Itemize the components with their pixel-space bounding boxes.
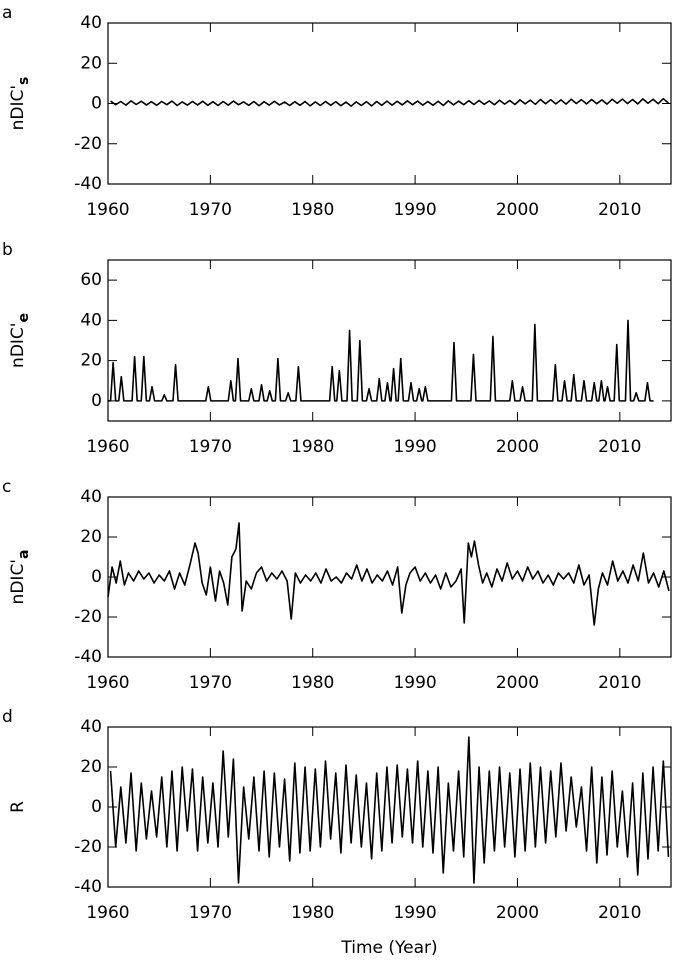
y-tick-label: 20 (80, 351, 102, 371)
panel-label: d (2, 707, 13, 727)
y-axis-label-subscript: e (16, 313, 32, 323)
y-tick-label: 40 (80, 717, 102, 737)
x-tick-label: 1980 (291, 673, 334, 693)
x-tick-label: 1970 (189, 673, 232, 693)
x-tick-label: 1980 (291, 437, 334, 457)
x-axis-label: Time (Year) (340, 938, 437, 958)
y-tick-label: 0 (91, 567, 102, 587)
x-tick-label: 1990 (393, 200, 436, 220)
y-axis-label-main: nDIC' (8, 559, 28, 604)
data-line (110, 97, 669, 107)
data-line (108, 319, 654, 402)
x-tick-label: 2010 (598, 903, 641, 923)
y-tick-label: 0 (91, 391, 102, 411)
y-tick-label: 40 (80, 487, 102, 507)
y-tick-label: -20 (74, 134, 102, 154)
y-tick-label: 20 (80, 53, 102, 73)
x-tick-label: 1990 (393, 903, 436, 923)
y-axis-label-subscript: s (16, 77, 32, 85)
y-tick-label: 60 (80, 270, 102, 290)
y-tick-label: -40 (74, 647, 102, 667)
y-axis-label-main: nDIC' (8, 323, 28, 368)
y-tick-label: -40 (74, 877, 102, 897)
y-tick-label: 40 (80, 13, 102, 33)
data-line (107, 522, 670, 626)
x-tick-label: 1990 (393, 437, 436, 457)
x-tick-label: 2010 (598, 437, 641, 457)
y-tick-label: -20 (74, 837, 102, 857)
x-tick-label: 1960 (86, 903, 129, 923)
x-tick-label: 2010 (598, 200, 641, 220)
panel-label: c (2, 477, 11, 497)
x-tick-label: 2000 (496, 673, 539, 693)
x-tick-label: 1960 (86, 200, 129, 220)
y-axis-label: nDIC'a (8, 550, 32, 605)
y-tick-label: 0 (91, 94, 102, 114)
x-tick-label: 1980 (291, 903, 334, 923)
data-line (109, 736, 670, 884)
y-tick-label: -40 (74, 174, 102, 194)
y-tick-label: 20 (80, 527, 102, 547)
x-tick-label: 1970 (189, 903, 232, 923)
y-axis-label-main: R (8, 801, 28, 813)
x-tick-label: 2000 (496, 437, 539, 457)
y-tick-label: 20 (80, 757, 102, 777)
x-tick-label: 2010 (598, 673, 641, 693)
x-tick-label: 1970 (189, 200, 232, 220)
y-tick-label: 40 (80, 310, 102, 330)
x-tick-label: 1970 (189, 437, 232, 457)
panel-label: a (2, 3, 12, 23)
y-axis-label: R (8, 801, 28, 813)
x-tick-label: 1960 (86, 437, 129, 457)
x-tick-label: 1990 (393, 673, 436, 693)
y-axis-label: nDIC's (8, 77, 32, 131)
y-tick-label: -20 (74, 607, 102, 627)
x-tick-label: 1960 (86, 673, 129, 693)
plot-frame (107, 259, 672, 422)
y-tick-label: 0 (91, 797, 102, 817)
y-axis-label-subscript: a (16, 550, 32, 559)
x-tick-label: 2000 (496, 200, 539, 220)
y-axis-label-main: nDIC' (8, 85, 28, 130)
x-tick-label: 2000 (496, 903, 539, 923)
y-axis-label: nDIC'e (8, 313, 32, 368)
x-tick-label: 1980 (291, 200, 334, 220)
panel-label: b (2, 240, 13, 260)
